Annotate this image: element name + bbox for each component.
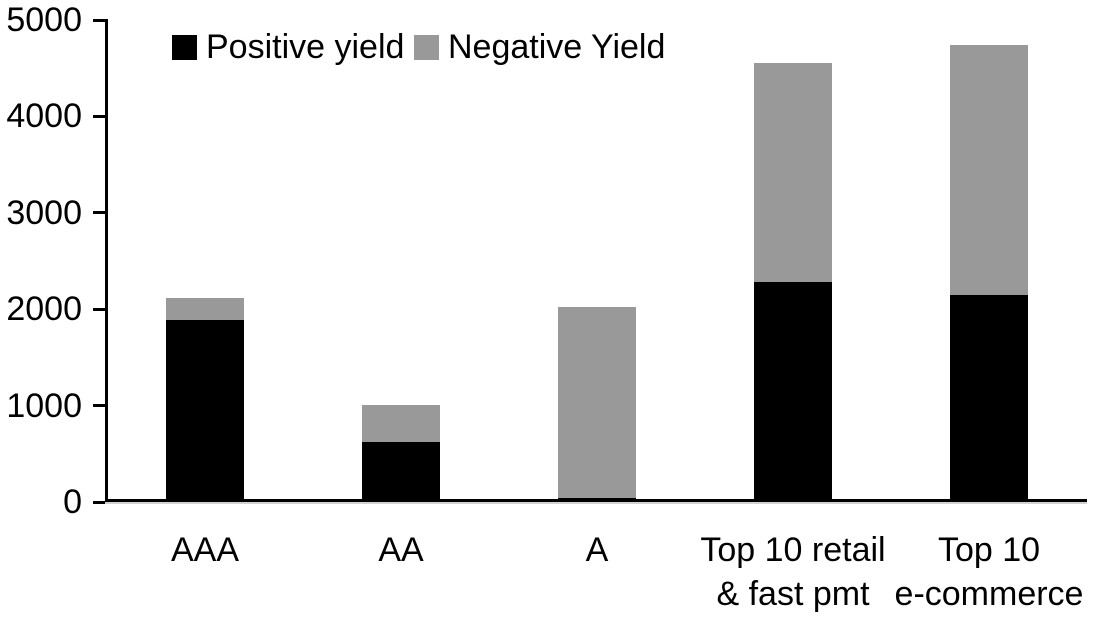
- bar-segment-positive-yield-aaa: [166, 319, 244, 502]
- legend-marker-negative-yield-icon: [414, 34, 439, 60]
- bar-segment-negative-yield-top-10-retail-fast-pmt: [754, 63, 832, 283]
- legend-label-positive-yield: Positive yield: [206, 28, 405, 66]
- y-axis-tick-0: [93, 500, 105, 504]
- x-axis-label-line: A: [585, 531, 609, 569]
- y-axis-tick-3000: [93, 211, 105, 215]
- y-axis-tick-label-4000: 4000: [6, 97, 82, 136]
- y-axis-tick-label-3000: 3000: [6, 193, 82, 232]
- x-axis-label-line: AA: [378, 531, 424, 569]
- y-axis-tick-label-1000: 1000: [6, 386, 82, 425]
- y-axis-tick-label-5000: 5000: [6, 1, 82, 39]
- legend-item-positive-yield: Positive yield: [172, 30, 404, 64]
- legend-item-negative-yield: Negative Yield: [414, 30, 665, 64]
- legend-marker-positive-yield-icon: [172, 34, 197, 60]
- x-axis-shadow-line: [105, 502, 1087, 504]
- x-axis-label-a: A: [467, 528, 727, 572]
- y-axis-tick-label-2000: 2000: [6, 290, 82, 329]
- y-axis-tick-2000: [93, 307, 105, 311]
- x-axis-label-line: Top 10: [937, 531, 1041, 569]
- x-axis-line: [105, 499, 1087, 502]
- bar-segment-negative-yield-aaa: [166, 298, 244, 320]
- y-axis-tick-4000: [93, 114, 105, 118]
- x-axis-label-line: e-commerce: [894, 575, 1084, 613]
- bar-group-aa: [362, 405, 440, 502]
- y-axis-tick-5000: [93, 18, 105, 22]
- y-axis-tick-1000: [93, 404, 105, 408]
- x-axis-label-aaa: AAA: [75, 528, 335, 572]
- x-axis-label-aa: AA: [271, 528, 531, 572]
- bar-segment-positive-yield-top-10-e-commerce: [950, 294, 1028, 502]
- bar-group-aaa: [166, 298, 244, 502]
- bar-group-top-10-retail-fast-pmt: [754, 63, 832, 502]
- legend-label-negative-yield: Negative Yield: [448, 28, 666, 66]
- bar-segment-negative-yield-aa: [362, 405, 440, 443]
- x-axis-label-top-10-e-commerce: Top 10 e-commerce: [859, 528, 1102, 616]
- y-axis-tick-label-0: 0: [63, 483, 82, 521]
- x-axis-label-top-10-retail-fast-pmt: Top 10 retail & fast pmt: [663, 528, 923, 616]
- y-axis-line: [105, 19, 108, 502]
- bar-segment-positive-yield-aa: [362, 442, 440, 502]
- bar-segment-negative-yield-top-10-e-commerce: [950, 45, 1028, 295]
- bar-group-top-10-e-commerce: [950, 45, 1028, 502]
- x-axis-label-line: & fast pmt: [716, 575, 870, 613]
- bar-group-a: [558, 307, 636, 502]
- x-axis-label-line: Top 10 retail: [700, 531, 886, 569]
- x-axis-label-line: AAA: [170, 531, 240, 569]
- bar-segment-positive-yield-top-10-retail-fast-pmt: [754, 282, 832, 502]
- bar-segment-negative-yield-a: [558, 307, 636, 499]
